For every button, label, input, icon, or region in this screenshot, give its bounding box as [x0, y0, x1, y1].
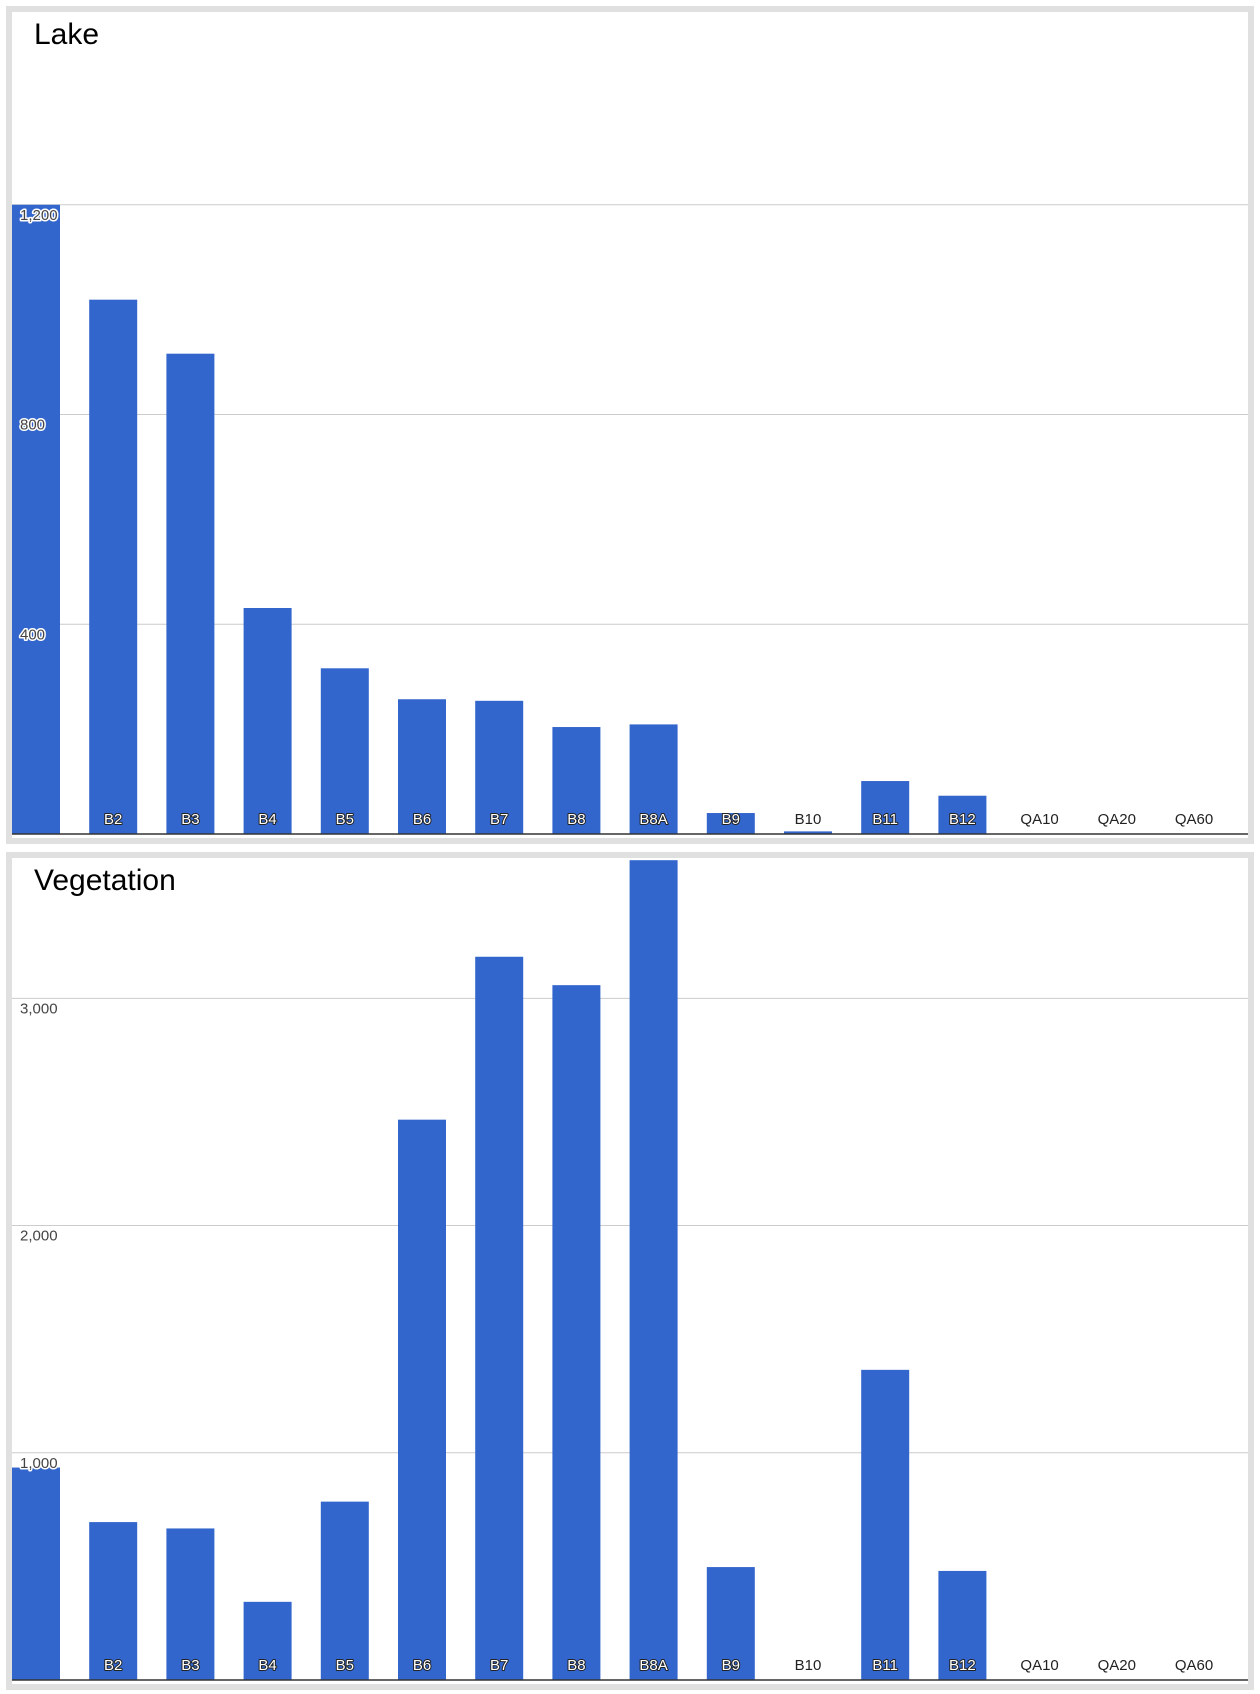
vegetation-bar-b12: [938, 1570, 987, 1680]
lake-bar-b2: [89, 299, 138, 834]
vegetation-category-label: QA60: [1175, 1657, 1213, 1674]
lake-ytick-label: 800: [20, 417, 45, 434]
lake-bar-b8a: [629, 724, 678, 834]
lake-chart-title: Lake: [34, 18, 100, 51]
lake-category-label: B9: [722, 811, 740, 828]
lake-bar-b7: [475, 700, 524, 834]
lake-category-label: B4: [258, 811, 276, 828]
lake-bar-b4: [243, 608, 292, 834]
vegetation-category-label: B7: [490, 1657, 508, 1674]
lake-bar-b10: [784, 831, 832, 834]
vegetation-chart-title: Vegetation: [34, 864, 176, 897]
vegetation-bar-b11: [861, 1369, 910, 1680]
lake-category-label: B11: [872, 811, 898, 828]
lake-ytick-label: 1,200: [20, 207, 58, 224]
lake-chart-panel: Lake 400 800 1,200 B2 B3 B4 B5 B6 B7 B8 B8A B9 B10 B1…: [6, 6, 1254, 844]
lake-category-label: B6: [413, 811, 431, 828]
lake-bar-b1: [12, 204, 60, 834]
vegetation-bar-b1: [12, 1467, 60, 1680]
vegetation-category-label: B12: [949, 1657, 976, 1674]
lake-chart-plot: 400 800 1,200 B2 B3 B4 B5 B6 B7 B8 B8A B9 B10 B11 B12 Q…: [12, 204, 1248, 835]
lake-bar-b9: [706, 813, 755, 834]
vegetation-bar-b2: [89, 1522, 138, 1680]
lake-category-label: QA60: [1175, 811, 1213, 828]
lake-category-label: QA20: [1098, 811, 1136, 828]
vegetation-category-label: B10: [795, 1657, 822, 1674]
vegetation-bar-b5: [320, 1501, 369, 1680]
lake-bar-b5: [320, 668, 369, 834]
vegetation-category-label: B4: [258, 1657, 276, 1674]
vegetation-bar-b8a: [629, 860, 678, 1680]
lake-category-label: B10: [795, 811, 822, 828]
vegetation-category-label: QA20: [1098, 1657, 1136, 1674]
vegetation-ytick-label: 1,000: [20, 1455, 58, 1472]
vegetation-bar-b8: [552, 985, 601, 1680]
vegetation-category-label: B8A: [639, 1657, 667, 1674]
lake-category-label: B5: [336, 811, 354, 828]
vegetation-category-label: QA10: [1020, 1657, 1058, 1674]
vegetation-category-label: B2: [104, 1657, 122, 1674]
vegetation-bar-b3: [166, 1528, 215, 1680]
vegetation-bar-b7: [475, 956, 524, 1680]
lake-bar-b11: [861, 781, 910, 834]
lake-bar-b3: [166, 353, 215, 834]
vegetation-category-label: B3: [181, 1657, 199, 1674]
lake-category-label: B7: [490, 811, 508, 828]
lake-bar-b8: [552, 727, 601, 834]
vegetation-ytick-label: 2,000: [20, 1228, 58, 1245]
vegetation-category-label: B5: [336, 1657, 354, 1674]
vegetation-category-label: B9: [722, 1657, 740, 1674]
lake-category-label: B2: [104, 811, 122, 828]
vegetation-chart-panel: Vegetation 1,000 2,000 3,000 B2 B3 B4 B5 B6 B7 B8…: [6, 852, 1254, 1690]
vegetation-category-label: B8: [567, 1657, 585, 1674]
lake-category-label: QA10: [1020, 811, 1058, 828]
vegetation-ytick-label: 3,000: [20, 1000, 58, 1017]
lake-ytick-label: 400: [20, 626, 45, 643]
vegetation-bar-b6: [398, 1119, 446, 1680]
vegetation-category-label: B11: [872, 1657, 898, 1674]
vegetation-category-label: B6: [413, 1657, 431, 1674]
lake-category-label: B8A: [639, 811, 667, 828]
lake-bar-b6: [398, 699, 446, 834]
lake-category-label: B3: [181, 811, 199, 828]
lake-category-label: B12: [949, 811, 976, 828]
vegetation-chart-plot: 1,000 2,000 3,000 B2 B3 B4 B5 B6 B7 B8 B8A B9 B10 B11…: [12, 860, 1248, 1681]
vegetation-bar-b9: [706, 1567, 755, 1680]
lake-category-label: B8: [567, 811, 585, 828]
vegetation-bar-b4: [243, 1601, 292, 1680]
lake-bar-b12: [938, 795, 987, 834]
